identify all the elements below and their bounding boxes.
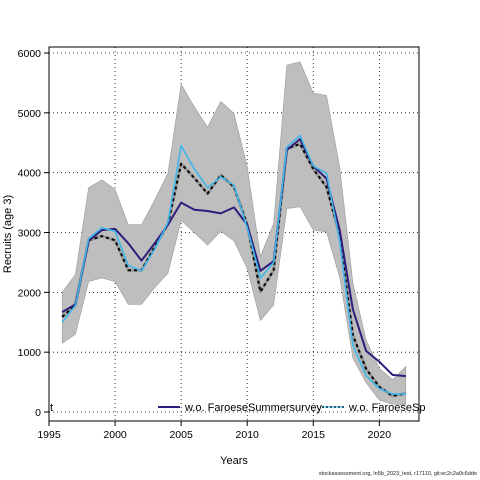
legend-label-0: t xyxy=(50,402,53,414)
axes: 1995 2000 2005 2010 2015 2020 0 1000 2000 3000 400… xyxy=(18,48,392,441)
x-tick-label-2: 2005 xyxy=(169,429,193,441)
series-lines xyxy=(61,134,407,398)
confidence-band-area xyxy=(61,61,407,406)
y-tick-label-4: 4000 xyxy=(18,168,42,180)
legend: t w.o. FaroeseSummersurvey w.o. FaroeseSp xyxy=(50,402,425,414)
x-tick-label-3: 2010 xyxy=(236,429,260,441)
x-tick-label-4: 2015 xyxy=(302,429,326,441)
legend-label-2: w.o. FaroeseSp xyxy=(348,402,425,414)
legend-label-1: w.o. FaroeseSummersurvey xyxy=(184,402,322,414)
series-wo-faroese-summersurvey-line xyxy=(61,138,406,378)
y-tick-label-6: 6000 xyxy=(18,48,42,60)
y-tick-label-1: 1000 xyxy=(18,347,42,359)
y-axis-title: Recruits (age 3) xyxy=(2,195,14,273)
x-axis-title: Years xyxy=(220,455,248,467)
series-wo-faroese-sp-line xyxy=(61,134,406,395)
y-tick-label-0: 0 xyxy=(35,407,41,419)
plot-frame xyxy=(48,46,420,422)
x-tick-label-5: 2020 xyxy=(368,429,392,441)
footer-source-text: stockassessment.org, ln5b_2023_test, r17… xyxy=(318,471,477,477)
series-base-line xyxy=(61,142,406,397)
x-tick-label-0: 1995 xyxy=(37,429,61,441)
confidence-band xyxy=(61,61,407,406)
y-tick-label-2: 2000 xyxy=(18,287,42,299)
y-tick-label-5: 5000 xyxy=(18,108,42,120)
x-tick-label-1: 2000 xyxy=(103,429,127,441)
y-tick-label-3: 3000 xyxy=(18,228,42,240)
